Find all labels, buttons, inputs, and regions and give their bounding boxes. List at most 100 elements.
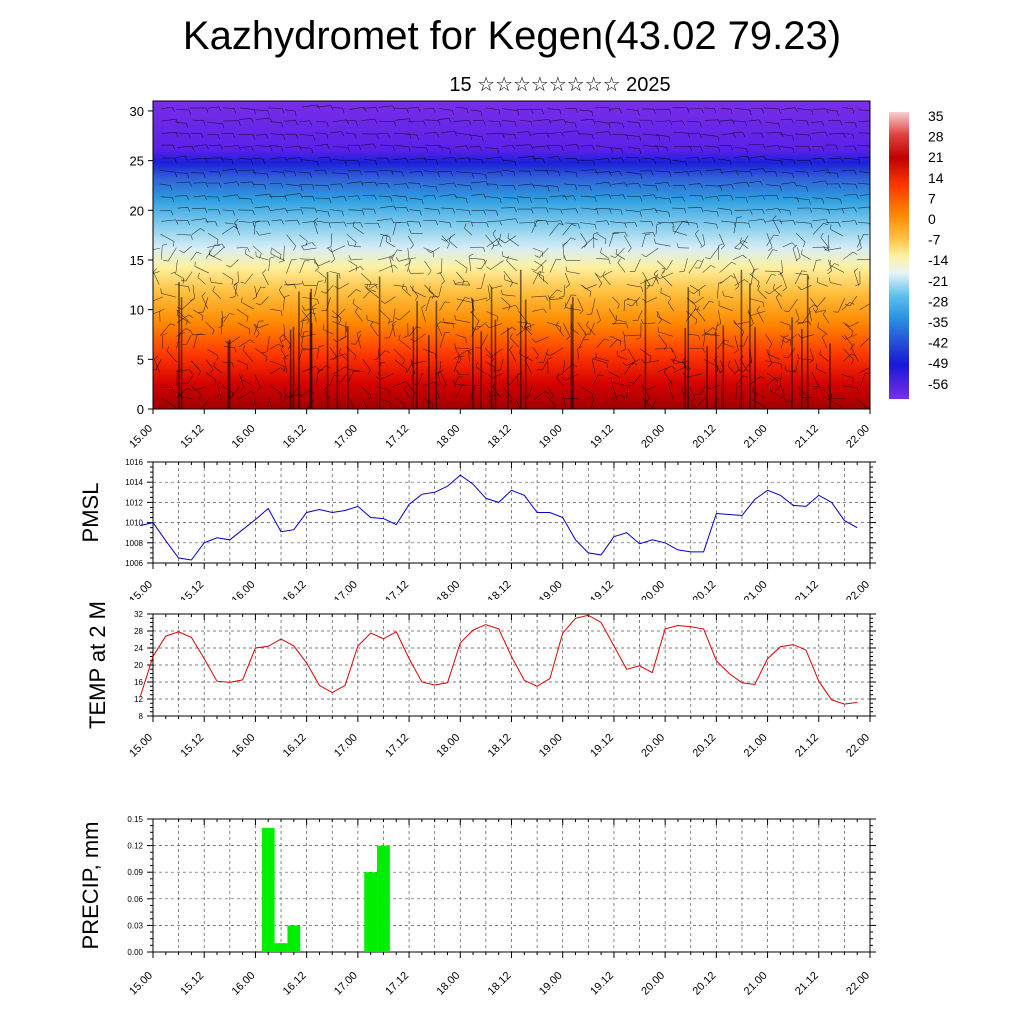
wind-barb-flag <box>697 157 701 162</box>
wind-barb <box>269 343 279 350</box>
wind-barb <box>720 133 734 136</box>
wind-barb <box>749 168 764 171</box>
wind-barb <box>338 352 348 361</box>
wind-barb <box>765 360 781 364</box>
wind-barb-flag <box>265 134 269 140</box>
wind-barb-flag <box>544 391 550 395</box>
wind-barb-flag <box>782 287 787 292</box>
wind-barb-flag <box>166 346 170 351</box>
wind-barb <box>384 296 396 304</box>
wind-barb <box>193 309 204 316</box>
wind-barb-flag <box>681 386 684 392</box>
wind-barb-flag <box>428 270 432 276</box>
colorbar-label: -35 <box>928 314 948 330</box>
wind-barb-flag <box>651 221 654 227</box>
wind-barb <box>642 144 658 148</box>
wind-barb <box>857 234 862 249</box>
wind-barb-flag <box>283 354 289 358</box>
wind-barb-flag <box>326 246 332 249</box>
wind-barb-flag <box>871 173 872 178</box>
wind-barb-flag <box>340 183 344 189</box>
wind-barb-flag <box>301 305 305 311</box>
wind-barb-flag <box>822 146 825 152</box>
wind-barb-flag <box>405 183 409 189</box>
wind-barb-flag <box>773 234 779 237</box>
wind-barb <box>360 386 372 396</box>
wind-barb-flag <box>547 145 550 151</box>
wind-barb-flag <box>201 315 204 321</box>
wind-barb-flag <box>188 286 190 292</box>
wind-barb-flag <box>583 338 589 340</box>
wind-barb <box>393 144 410 148</box>
wind-barb-flag <box>873 157 875 162</box>
wind-barb-flag <box>306 319 310 325</box>
wind-barb-flag <box>205 218 209 224</box>
wind-barb <box>641 234 646 248</box>
wind-barb-flag <box>772 215 777 220</box>
wind-barb-flag <box>640 319 644 324</box>
wind-barb-flag <box>749 209 753 215</box>
wind-barb-flag <box>452 110 454 116</box>
wind-barb <box>455 209 469 211</box>
wind-barb-flag <box>499 198 502 204</box>
wind-barb-flag <box>825 131 828 137</box>
wind-barb-flag <box>823 387 826 393</box>
wind-barb-flag <box>417 107 421 113</box>
wind-barb <box>549 259 557 273</box>
wind-barb <box>612 182 626 185</box>
wind-barb-flag <box>730 145 733 151</box>
wind-barb <box>794 270 802 285</box>
wind-barb <box>283 170 295 172</box>
wind-barb-flag <box>653 194 657 200</box>
wind-barb <box>696 398 705 408</box>
wind-barb-flag <box>241 374 243 380</box>
wind-barb <box>563 323 571 337</box>
wind-barb-flag <box>776 195 779 200</box>
wind-barb <box>271 247 282 255</box>
wind-barb-flag <box>338 348 342 353</box>
wind-barb <box>366 288 379 298</box>
colorbar-label: 7 <box>928 190 936 206</box>
wind-barb-flag <box>293 284 297 289</box>
wind-barb-flag <box>454 131 458 137</box>
wind-barb-flag <box>514 134 517 140</box>
wind-barb <box>817 297 826 307</box>
wind-barb-flag <box>476 321 480 326</box>
wind-barb-flag <box>339 318 342 324</box>
wind-barb-flag <box>683 185 686 190</box>
wind-barb <box>161 132 177 134</box>
wind-barb <box>749 273 760 283</box>
wind-barb-flag <box>661 270 664 276</box>
wind-barb <box>399 310 411 321</box>
wind-barb-flag <box>742 254 747 259</box>
wind-barb <box>528 385 533 397</box>
wind-barb <box>779 133 793 137</box>
wind-barb <box>816 368 827 374</box>
wind-barb-flag <box>615 315 618 321</box>
precip-bar <box>287 925 301 952</box>
wind-barb-flag <box>546 132 550 138</box>
wind-barb <box>376 386 390 391</box>
colorbar-label: -21 <box>928 273 948 289</box>
x-tick-label: 20.00 <box>639 732 667 760</box>
wind-barb <box>176 172 188 174</box>
wind-barb <box>191 228 201 235</box>
wind-barb-flag <box>565 266 568 272</box>
wind-barb-flag <box>530 109 534 114</box>
wind-barb-flag <box>454 194 458 199</box>
wind-barb-flag <box>756 306 761 311</box>
wind-barb-flag <box>610 255 616 259</box>
wind-barb <box>659 272 674 280</box>
wind-barb-flag <box>232 133 235 139</box>
wind-barb <box>205 157 222 159</box>
wind-barb <box>333 366 346 375</box>
wind-barb-flag <box>646 398 650 403</box>
wind-barb-flag <box>317 299 319 305</box>
wind-barb <box>284 219 298 222</box>
wind-barb <box>594 171 610 174</box>
wind-barb <box>190 157 206 160</box>
series-line <box>139 614 858 705</box>
wind-barb <box>734 279 745 286</box>
wind-barb <box>407 235 414 246</box>
wind-barb-flag <box>146 271 149 275</box>
